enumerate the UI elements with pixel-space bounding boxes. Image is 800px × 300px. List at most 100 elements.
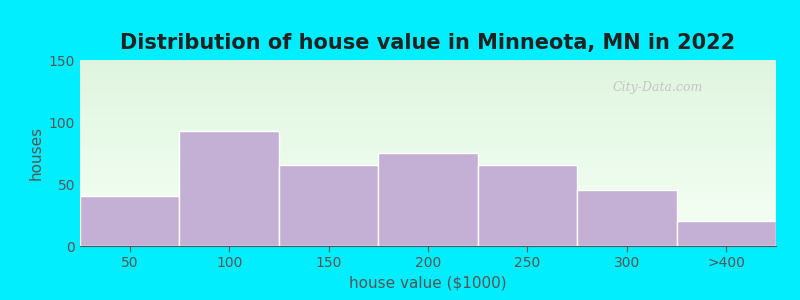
Bar	[80, 194, 776, 196]
Bar	[80, 240, 776, 242]
Bar	[80, 200, 776, 201]
Bar	[80, 147, 776, 149]
Bar	[80, 175, 776, 177]
Bar	[80, 142, 776, 144]
Bar	[80, 123, 776, 125]
Bar	[80, 183, 776, 184]
Bar	[80, 187, 776, 188]
Bar	[80, 157, 776, 159]
Bar	[80, 177, 776, 179]
Bar	[80, 105, 776, 106]
Bar	[80, 192, 776, 194]
Bar	[80, 127, 776, 129]
Bar	[80, 101, 776, 103]
Title: Distribution of house value in Minneota, MN in 2022: Distribution of house value in Minneota,…	[121, 33, 735, 53]
Bar	[80, 136, 776, 138]
Bar	[80, 80, 776, 82]
Bar	[80, 133, 776, 134]
Bar	[80, 73, 776, 75]
Bar	[378, 153, 478, 246]
Bar	[80, 62, 776, 64]
Bar	[80, 173, 776, 175]
Bar	[80, 168, 776, 170]
Bar	[80, 229, 776, 231]
Bar	[80, 159, 776, 161]
Bar	[80, 69, 776, 71]
Bar	[80, 218, 776, 220]
Bar	[80, 60, 776, 62]
Bar	[80, 155, 776, 157]
Bar	[80, 140, 776, 142]
Bar	[80, 205, 776, 207]
Bar	[80, 90, 776, 92]
Bar	[80, 188, 776, 190]
Bar	[80, 198, 776, 200]
Bar	[80, 129, 776, 131]
Bar	[80, 207, 776, 209]
Bar	[677, 221, 776, 246]
Bar	[80, 235, 776, 237]
Bar	[80, 179, 776, 181]
Bar	[80, 227, 776, 229]
X-axis label: house value ($1000): house value ($1000)	[349, 276, 507, 291]
Bar	[478, 165, 577, 246]
Bar	[80, 238, 776, 240]
Bar	[80, 214, 776, 216]
Bar	[80, 68, 776, 69]
Bar	[80, 149, 776, 151]
Bar	[80, 242, 776, 244]
Bar	[80, 138, 776, 140]
Bar	[80, 75, 776, 77]
Bar	[80, 231, 776, 233]
Bar	[80, 151, 776, 153]
Bar	[279, 165, 378, 246]
Bar	[80, 71, 776, 73]
Bar	[80, 224, 776, 226]
Bar	[80, 118, 776, 119]
Bar	[80, 170, 776, 172]
Bar	[80, 196, 179, 246]
Bar	[80, 66, 776, 68]
Bar	[80, 244, 776, 246]
Bar	[80, 64, 776, 66]
Bar	[80, 212, 776, 214]
Text: City-Data.com: City-Data.com	[613, 81, 703, 94]
Bar	[80, 160, 776, 162]
Bar	[80, 82, 776, 84]
Bar	[80, 184, 776, 187]
Bar	[80, 209, 776, 211]
Bar	[80, 201, 776, 203]
Bar	[80, 146, 776, 147]
Bar	[80, 220, 776, 222]
Bar	[80, 108, 776, 110]
Bar	[80, 172, 776, 173]
Bar	[80, 103, 776, 105]
Bar	[80, 222, 776, 224]
Bar	[80, 99, 776, 101]
Bar	[80, 166, 776, 168]
Bar	[80, 134, 776, 136]
Bar	[80, 226, 776, 227]
Bar	[80, 122, 776, 123]
Bar	[80, 86, 776, 88]
Bar	[80, 112, 776, 114]
Bar	[80, 162, 776, 164]
Bar	[577, 190, 677, 246]
Bar	[80, 164, 776, 166]
Bar	[80, 190, 776, 192]
Bar	[80, 153, 776, 155]
Bar	[80, 88, 776, 90]
Bar	[80, 79, 776, 80]
Bar	[80, 119, 776, 122]
Bar	[80, 114, 776, 116]
Bar	[80, 95, 776, 97]
Bar	[80, 203, 776, 205]
Bar	[179, 131, 279, 246]
Bar	[80, 131, 776, 133]
Bar	[80, 116, 776, 118]
Bar	[80, 196, 776, 198]
Bar	[80, 233, 776, 235]
Bar	[80, 94, 776, 95]
Bar	[80, 106, 776, 108]
Bar	[80, 237, 776, 239]
